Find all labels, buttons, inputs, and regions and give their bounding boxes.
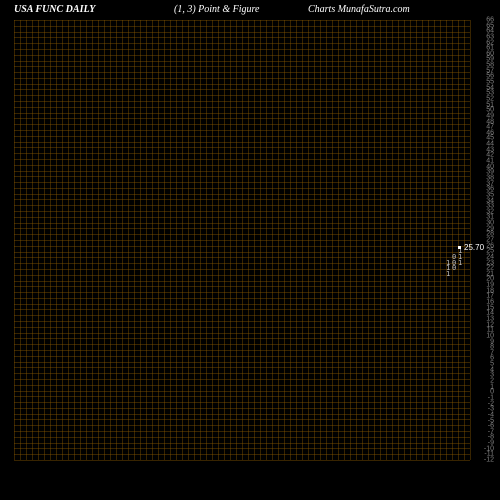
grid-line-vertical xyxy=(200,20,201,460)
grid-line-vertical xyxy=(152,20,153,460)
chart-title-type: (1, 3) Point & Figure xyxy=(174,4,259,15)
grid-line-vertical xyxy=(176,20,177,460)
grid-line-vertical xyxy=(326,20,327,460)
grid-line-vertical xyxy=(122,20,123,460)
grid-line-vertical xyxy=(428,20,429,460)
price-marker-dot xyxy=(458,246,461,249)
grid-line-vertical xyxy=(260,20,261,460)
grid-line-vertical xyxy=(452,20,453,460)
grid-line-vertical xyxy=(182,20,183,460)
grid-line-vertical xyxy=(86,20,87,460)
grid-line-vertical xyxy=(74,20,75,460)
y-axis-label: -12 xyxy=(484,457,494,464)
grid-line-vertical xyxy=(170,20,171,460)
grid-line-vertical xyxy=(344,20,345,460)
grid-line-vertical xyxy=(68,20,69,460)
grid-line-vertical xyxy=(254,20,255,460)
grid-line-vertical xyxy=(422,20,423,460)
grid-line-vertical xyxy=(164,20,165,460)
grid-line-vertical xyxy=(38,20,39,460)
grid-line-vertical xyxy=(230,20,231,460)
grid-line-vertical xyxy=(236,20,237,460)
grid-line-vertical xyxy=(50,20,51,460)
grid-line-vertical xyxy=(290,20,291,460)
grid-line-vertical xyxy=(266,20,267,460)
grid-line-vertical xyxy=(380,20,381,460)
grid-line-vertical xyxy=(404,20,405,460)
grid-line-vertical xyxy=(212,20,213,460)
grid-line-vertical xyxy=(350,20,351,460)
grid-line-vertical xyxy=(434,20,435,460)
grid-line-vertical xyxy=(44,20,45,460)
grid-line-vertical xyxy=(320,20,321,460)
chart-title-source: Charts MunafaSutra.com xyxy=(308,4,410,15)
grid-line-vertical xyxy=(296,20,297,460)
grid-line-vertical xyxy=(218,20,219,460)
grid-line-vertical xyxy=(278,20,279,460)
pnf-mark: 1 xyxy=(446,260,450,267)
grid-line-vertical xyxy=(392,20,393,460)
pnf-mark: 0 xyxy=(452,254,456,261)
grid-line-vertical xyxy=(362,20,363,460)
grid-line-vertical xyxy=(92,20,93,460)
chart-plot-area: 11100011125.70 xyxy=(14,20,470,460)
grid-line-vertical xyxy=(440,20,441,460)
grid-line-vertical xyxy=(248,20,249,460)
grid-line-vertical xyxy=(308,20,309,460)
grid-line-vertical xyxy=(464,20,465,460)
grid-line-vertical xyxy=(368,20,369,460)
grid-line-vertical xyxy=(416,20,417,460)
grid-line-vertical xyxy=(134,20,135,460)
grid-line-vertical xyxy=(110,20,111,460)
grid-line-vertical xyxy=(314,20,315,460)
grid-line-vertical xyxy=(338,20,339,460)
grid-line-vertical xyxy=(458,20,459,460)
grid-line-vertical xyxy=(20,20,21,460)
grid-line-vertical xyxy=(470,20,471,460)
grid-line-vertical xyxy=(242,20,243,460)
grid-line-vertical xyxy=(224,20,225,460)
chart-title-symbol: USA FUNC DAILY xyxy=(14,4,95,15)
grid-line-vertical xyxy=(26,20,27,460)
grid-line-vertical xyxy=(62,20,63,460)
grid-line-vertical xyxy=(188,20,189,460)
grid-line-vertical xyxy=(98,20,99,460)
grid-line-vertical xyxy=(80,20,81,460)
grid-line-vertical xyxy=(284,20,285,460)
grid-line-vertical xyxy=(332,20,333,460)
grid-line-vertical xyxy=(56,20,57,460)
grid-line-vertical xyxy=(140,20,141,460)
grid-line-vertical xyxy=(374,20,375,460)
grid-line-vertical xyxy=(386,20,387,460)
chart-header: USA FUNC DAILY (1, 3) Point & Figure Cha… xyxy=(0,4,500,20)
grid-line-vertical xyxy=(206,20,207,460)
grid-line-vertical xyxy=(356,20,357,460)
grid-line-horizontal xyxy=(14,460,470,461)
grid-line-vertical xyxy=(116,20,117,460)
grid-line-vertical xyxy=(398,20,399,460)
grid-line-vertical xyxy=(194,20,195,460)
grid-line-vertical xyxy=(104,20,105,460)
grid-line-vertical xyxy=(158,20,159,460)
grid-line-vertical xyxy=(146,20,147,460)
grid-line-vertical xyxy=(272,20,273,460)
grid-line-vertical xyxy=(14,20,15,460)
y-axis: 6665646362616059585756555453525150494847… xyxy=(474,20,494,460)
grid-line-vertical xyxy=(128,20,129,460)
grid-line-vertical xyxy=(32,20,33,460)
pnf-mark: 1 xyxy=(458,248,462,255)
grid-line-vertical xyxy=(446,20,447,460)
grid-line-vertical xyxy=(410,20,411,460)
grid-line-vertical xyxy=(302,20,303,460)
